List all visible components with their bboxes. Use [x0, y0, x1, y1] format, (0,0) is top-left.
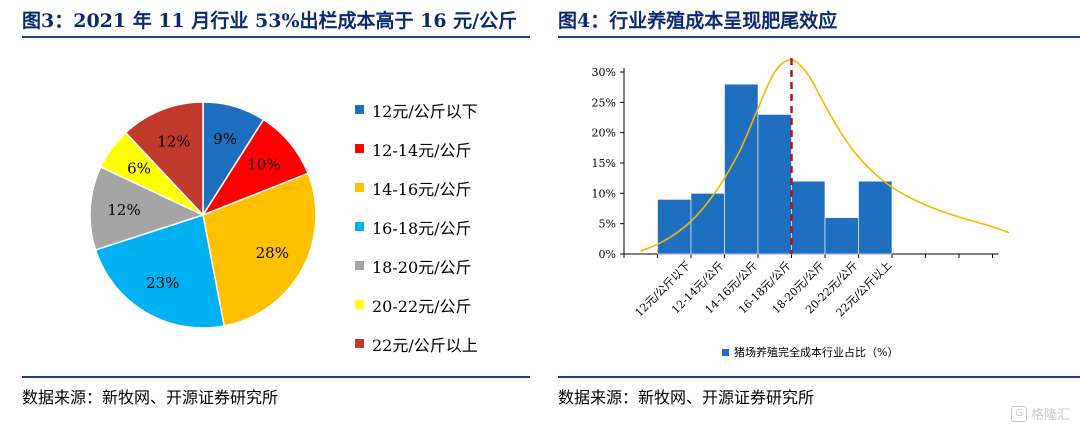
pie-legend-item: 14-16元/公斤: [355, 168, 478, 207]
pie-legend-swatch: [355, 261, 364, 270]
pie-slice: [89, 165, 206, 251]
histogram-legend: 猪场养殖完全成本行业占比（%）: [722, 344, 898, 360]
pie-legend-item: 12-14元/公斤: [355, 129, 478, 168]
pie-legend-swatch: [355, 144, 364, 153]
pie-slice-label: 10%: [247, 156, 280, 174]
pie-slice: [202, 172, 317, 327]
pie-slice: [94, 214, 226, 329]
pie-legend-label: 22元/公斤以上: [372, 335, 478, 355]
left-title-rule: [22, 36, 530, 38]
pie-legend-item: 16-18元/公斤: [355, 207, 478, 246]
y-tick-label: 25%: [592, 96, 616, 109]
watermark-logo-icon: G: [1010, 405, 1027, 422]
histogram-chart: 0%5%10%15%20%25%30%12元/公斤以下12-14元/公斤14-1…: [592, 58, 1010, 320]
pie-slice-label: 9%: [213, 130, 237, 148]
histogram-bar: [824, 217, 859, 255]
pie-legend-swatch: [355, 222, 364, 231]
watermark-text: 格隆汇: [1030, 408, 1070, 423]
pie-legend-item: 22元/公斤以上: [355, 324, 478, 363]
left-chart-title: 图3：2021 年 11 月行业 53%出栏成本高于 16 元/公斤: [22, 10, 518, 32]
pie-legend-swatch: [355, 105, 364, 114]
pie-legend-label: 18-20元/公斤: [372, 257, 472, 277]
y-tick-label: 15%: [592, 157, 616, 170]
pie-slice-label: 12%: [157, 132, 190, 150]
pie-legend-label: 20-22元/公斤: [372, 296, 472, 316]
histogram-legend-swatch: [722, 348, 729, 356]
pie-legend-swatch: [355, 183, 364, 192]
pie-slice-label: 12%: [107, 201, 140, 219]
pie-legend-label: 14-16元/公斤: [372, 179, 472, 199]
watermark: G 格隆汇: [1010, 404, 1070, 423]
y-tick-label: 30%: [592, 66, 616, 79]
histogram-bar: [858, 180, 893, 255]
histogram-bar: [791, 180, 826, 255]
pie-legend-label: 12-14元/公斤: [372, 140, 472, 160]
pie-slice-label: 23%: [146, 274, 179, 292]
pie-legend-swatch: [355, 300, 364, 309]
right-source-note: 数据来源：新牧网、开源证券研究所: [558, 388, 815, 407]
pie-chart: 9% 10% 28% 23% 12% 6% 12%: [89, 101, 317, 329]
pie-legend-item: 12元/公斤以下: [355, 90, 478, 129]
pie-slice: [124, 101, 204, 217]
pie-slice-label: 28%: [256, 244, 289, 262]
left-source-note: 数据来源：新牧网、开源证券研究所: [22, 388, 279, 407]
pie-legend-swatch: [355, 339, 364, 348]
histogram-legend-label: 猪场养殖完全成本行业占比（%）: [734, 346, 899, 359]
histogram-bar: [757, 114, 792, 255]
pie-legend-label: 12元/公斤以下: [372, 101, 478, 121]
right-title-rule: [558, 36, 1080, 38]
y-tick-label: 0%: [599, 248, 616, 261]
right-panel: 图4：行业养殖成本呈现肥尾效应 0% 5% 10% 15% 20% 25% 30% 12元/公…: [556, 0, 1080, 427]
left-source-rule: [22, 376, 530, 378]
pie-slice-label: 6%: [127, 160, 151, 178]
left-panel: 图3：2021 年 11 月行业 53%出栏成本高于 16 元/公斤 9% 10%…: [22, 10, 530, 407]
y-tick-label: 5%: [599, 218, 616, 231]
right-chart-title: 图4：行业养殖成本呈现肥尾效应: [558, 10, 838, 32]
pie-slice: [201, 118, 310, 217]
pie-legend-item: 20-22元/公斤: [355, 285, 478, 324]
y-tick-label: 20%: [592, 127, 616, 140]
pie-legend-label: 16-18元/公斤: [372, 218, 472, 238]
distribution-curve: [640, 59, 1010, 252]
pie-legend: 12元/公斤以下 12-14元/公斤 14-16元/公斤 16-18元/公斤 18-20…: [355, 90, 478, 363]
pie-legend-item: 18-20元/公斤: [355, 246, 478, 285]
right-source-rule: [558, 376, 1080, 378]
y-tick-label: 10%: [592, 187, 616, 200]
